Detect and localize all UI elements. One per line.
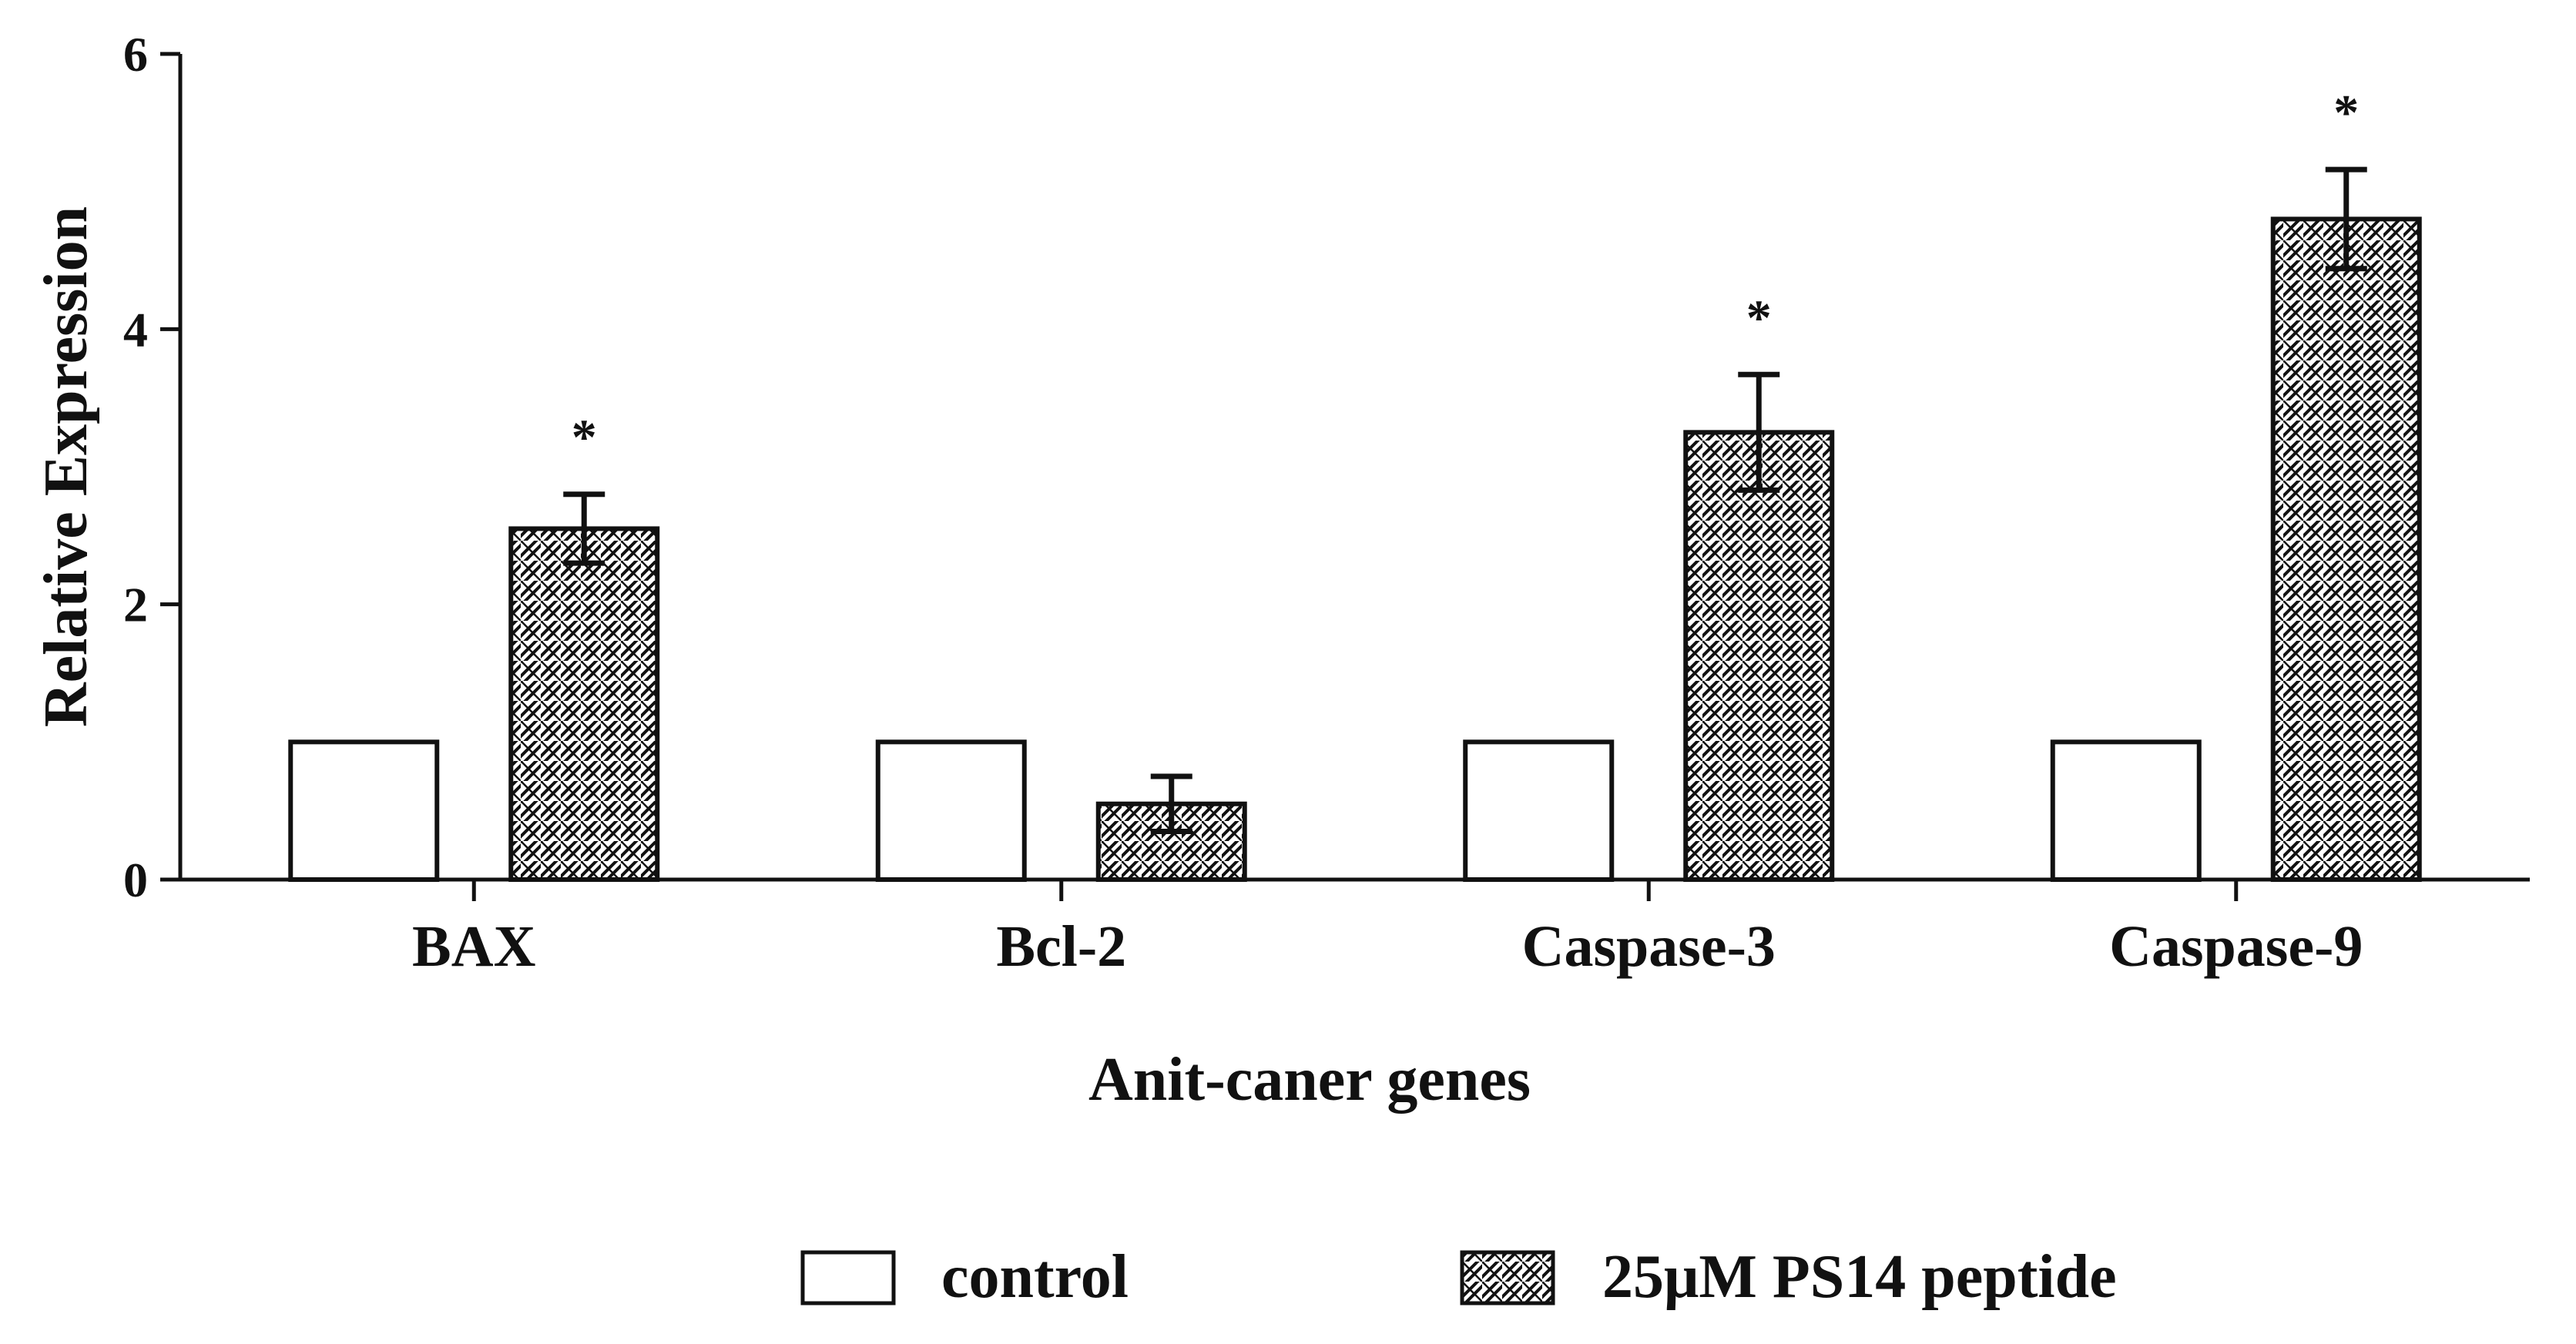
x-tick-label: Bcl-2 <box>996 914 1126 979</box>
legend: control 25μM PS14 peptide <box>800 1243 2117 1311</box>
bar-peptide-caspase-9 <box>2270 216 2422 882</box>
legend-swatch-control <box>800 1250 896 1305</box>
legend-label-peptide: 25μM PS14 peptide <box>1602 1243 2117 1311</box>
y-tick-label: 0 <box>123 853 148 907</box>
y-tick-label: 2 <box>123 578 148 632</box>
x-tick-label: BAX <box>412 914 535 979</box>
y-tick-label: 4 <box>123 302 148 357</box>
y-ticks: 0 2 4 6 <box>123 27 180 907</box>
error-bars-layer <box>563 166 2367 834</box>
bar-control-bax <box>288 739 440 882</box>
x-ticks: BAX Bcl-2 Caspase-3 Caspase-9 <box>412 880 2363 979</box>
legend-label-control: control <box>941 1243 1129 1311</box>
x-tick-label: Caspase-3 <box>1522 914 1776 979</box>
y-tick-label: 6 <box>123 27 148 82</box>
bar-control-caspase-9 <box>2050 739 2202 882</box>
significance-marker: * <box>2333 85 2359 141</box>
significance-layer: * * * <box>572 85 2360 466</box>
bar-peptide-caspase-3 <box>1683 430 1835 882</box>
y-axis-title: Relative Expression <box>32 206 100 727</box>
bars-layer <box>288 216 2422 883</box>
legend-swatch-peptide <box>1460 1250 1555 1305</box>
x-axis-title: Anit-caner genes <box>1088 1046 1531 1114</box>
x-tick-label: Caspase-9 <box>2109 914 2363 979</box>
significance-marker: * <box>1746 290 1772 346</box>
bar-control-bcl-2 <box>875 739 1027 882</box>
bar-control-caspase-3 <box>1463 739 1615 882</box>
bar-peptide-bax <box>508 526 660 883</box>
significance-marker: * <box>572 410 597 466</box>
